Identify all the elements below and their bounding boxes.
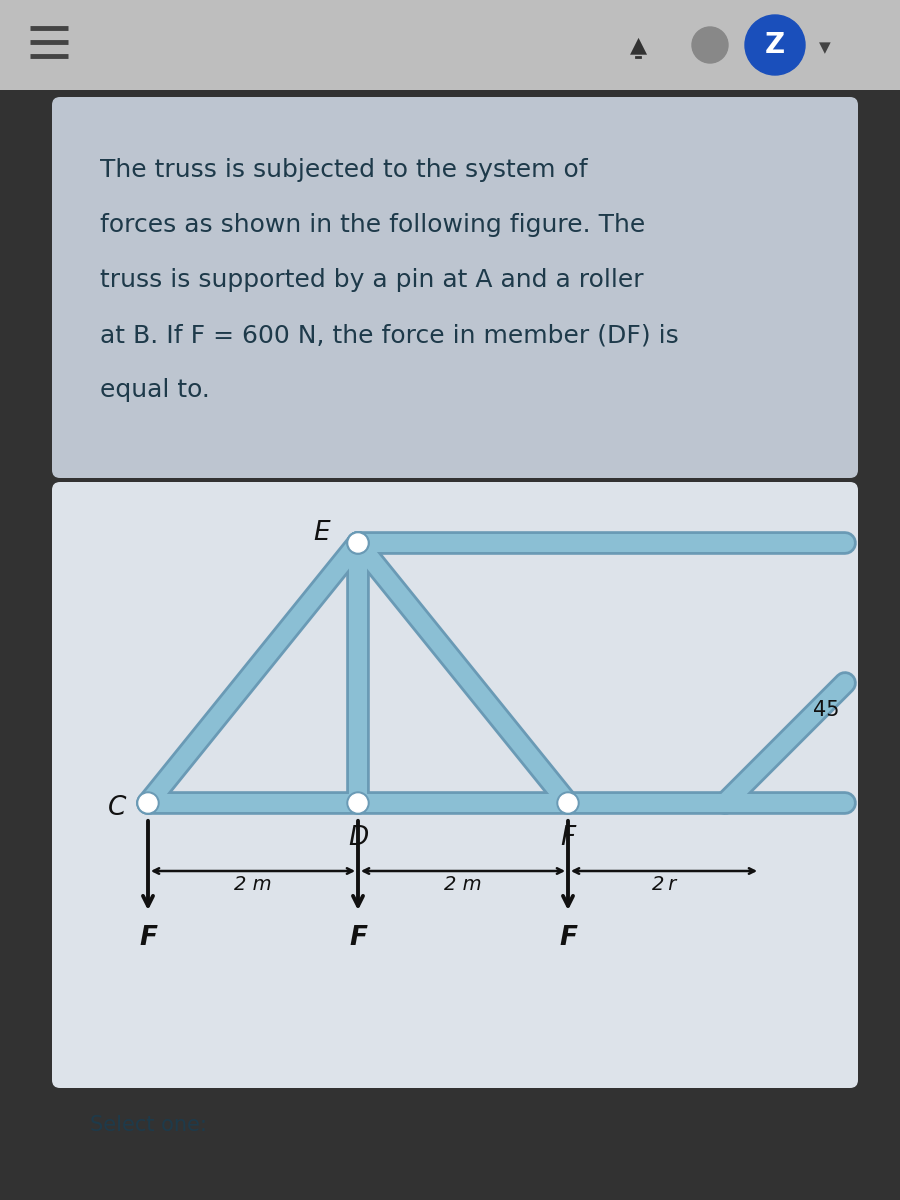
- Text: forces as shown in the following figure. The: forces as shown in the following figure.…: [100, 214, 645, 236]
- Circle shape: [557, 792, 579, 814]
- Bar: [0, 0, 900, 90]
- FancyBboxPatch shape: [52, 482, 858, 1088]
- FancyBboxPatch shape: [52, 97, 858, 478]
- Circle shape: [139, 794, 157, 812]
- Text: F: F: [349, 925, 367, 950]
- Text: 45: 45: [814, 700, 840, 720]
- Text: F: F: [559, 925, 577, 950]
- Circle shape: [137, 792, 159, 814]
- Text: at B. If F = 600 N, the force in member (DF) is: at B. If F = 600 N, the force in member …: [100, 323, 679, 347]
- Text: E: E: [313, 520, 330, 546]
- Circle shape: [745, 14, 805, 74]
- Text: 2 m: 2 m: [234, 875, 272, 894]
- Text: Z: Z: [765, 31, 785, 59]
- Text: truss is supported by a pin at A and a roller: truss is supported by a pin at A and a r…: [100, 268, 644, 292]
- Text: F: F: [561, 826, 576, 851]
- Text: ▲: ▲: [629, 35, 646, 55]
- Text: 2 r: 2 r: [652, 875, 676, 894]
- Circle shape: [559, 794, 577, 812]
- Text: equal to.: equal to.: [100, 378, 210, 402]
- Circle shape: [347, 532, 369, 554]
- Circle shape: [349, 794, 367, 812]
- Circle shape: [347, 532, 369, 554]
- Text: ▼: ▼: [819, 41, 831, 55]
- Circle shape: [349, 534, 367, 552]
- Text: 2 m: 2 m: [445, 875, 482, 894]
- Circle shape: [347, 792, 369, 814]
- Text: C: C: [108, 794, 126, 821]
- Circle shape: [350, 535, 366, 551]
- Text: F: F: [139, 925, 157, 950]
- Text: The truss is subjected to the system of: The truss is subjected to the system of: [100, 158, 588, 182]
- Text: Select one:: Select one:: [90, 1115, 207, 1135]
- Text: D: D: [348, 826, 368, 851]
- Circle shape: [692, 26, 728, 62]
